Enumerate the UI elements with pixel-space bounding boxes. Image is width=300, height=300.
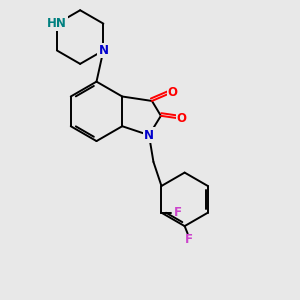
Text: O: O	[177, 112, 187, 125]
Text: N: N	[144, 129, 154, 142]
Text: N: N	[98, 44, 108, 57]
Text: O: O	[168, 85, 178, 98]
Text: F: F	[174, 206, 182, 219]
Text: HN: HN	[47, 17, 67, 30]
Text: F: F	[185, 233, 193, 246]
